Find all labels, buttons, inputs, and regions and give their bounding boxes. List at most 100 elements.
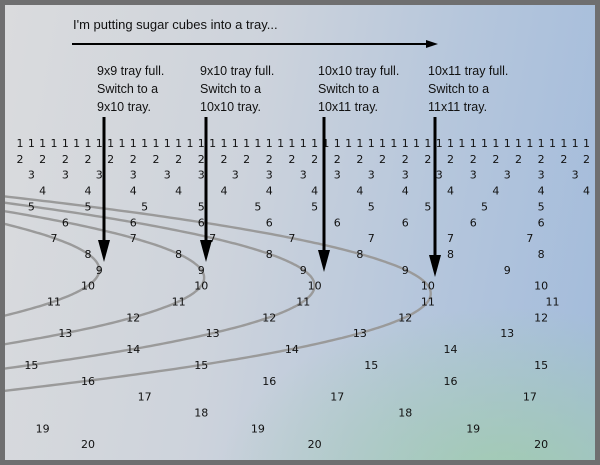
divisor-1-of-113: 1 [458, 137, 465, 150]
arrow-head [429, 255, 441, 277]
divisor-11-of-110: 11 [421, 296, 435, 309]
divisor-10-of-80: 10 [81, 280, 95, 293]
divisor-5-of-105: 5 [368, 200, 375, 213]
divisor-1-of-83: 1 [118, 137, 125, 150]
arrow-head [200, 240, 212, 262]
annotation-line: 9x10 tray full. [200, 64, 275, 78]
divisor-2-of-96: 2 [266, 153, 273, 166]
divisor-11-of-77: 11 [47, 296, 61, 309]
divisor-4-of-88: 4 [175, 185, 182, 198]
divisor-1-of-81: 1 [96, 137, 103, 150]
divisor-7-of-112: 7 [447, 232, 454, 245]
annotation-line: 9x9 tray full. [97, 64, 165, 78]
annotation-2: 9x10 tray full. Switch to a 10x10 tray. [200, 62, 274, 116]
divisor-10-of-120: 10 [534, 280, 548, 293]
divisor-11-of-88: 11 [172, 296, 186, 309]
divisor-1-of-99: 1 [300, 137, 307, 150]
divisor-5-of-80: 5 [84, 200, 91, 213]
divisor-2-of-114: 2 [470, 153, 477, 166]
divisor-6-of-90: 6 [198, 216, 205, 229]
divisor-11-of-99: 11 [296, 296, 310, 309]
intro-text: I'm putting sugar cubes into a tray... [73, 17, 278, 32]
divisor-1-of-104: 1 [356, 137, 363, 150]
divisor-3-of-81: 3 [96, 169, 103, 182]
divisor-10-of-100: 10 [308, 280, 322, 293]
divisor-5-of-100: 5 [311, 200, 318, 213]
divisor-1-of-111: 1 [436, 137, 443, 150]
divisor-2-of-76: 2 [39, 153, 46, 166]
divisor-8-of-96: 8 [266, 248, 273, 261]
divisor-1-of-91: 1 [209, 137, 216, 150]
divisor-2-of-122: 2 [560, 153, 567, 166]
divisor-1-of-106: 1 [379, 137, 386, 150]
divisor-8-of-88: 8 [175, 248, 182, 261]
divisor-2-of-98: 2 [288, 153, 295, 166]
divisor-1-of-75: 1 [28, 137, 35, 150]
divisor-3-of-96: 3 [266, 169, 273, 182]
divisor-2-of-86: 2 [152, 153, 159, 166]
divisor-12-of-96: 12 [262, 311, 276, 324]
divisor-15-of-105: 15 [364, 359, 378, 372]
divisor-4-of-80: 4 [84, 185, 91, 198]
divisor-2-of-104: 2 [356, 153, 363, 166]
divisor-1-of-78: 1 [62, 137, 69, 150]
annotation-line: 10x11 tray full. [428, 64, 509, 78]
divisor-1-of-114: 1 [470, 137, 477, 150]
divisor-1-of-121: 1 [549, 137, 556, 150]
divisor-18-of-108: 18 [398, 406, 412, 419]
divisor-1-of-97: 1 [277, 137, 284, 150]
divisor-1-of-103: 1 [345, 137, 352, 150]
divisor-17-of-119: 17 [523, 391, 537, 404]
divisor-14-of-112: 14 [444, 343, 458, 356]
divisor-12-of-84: 12 [126, 311, 140, 324]
divisor-5-of-75: 5 [28, 200, 35, 213]
divisor-5-of-115: 5 [481, 200, 488, 213]
divisor-20-of-80: 20 [81, 438, 95, 451]
divisor-2-of-74: 2 [17, 153, 24, 166]
divisor-2-of-90: 2 [198, 153, 205, 166]
divisor-1-of-120: 1 [538, 137, 545, 150]
divisor-13-of-104: 13 [353, 327, 367, 340]
divisor-5-of-95: 5 [254, 200, 261, 213]
divisor-5-of-120: 5 [538, 200, 545, 213]
divisor-1-of-100: 1 [311, 137, 318, 150]
divisor-16-of-96: 16 [262, 375, 276, 388]
divisor-1-of-90: 1 [198, 137, 205, 150]
divisor-2-of-80: 2 [84, 153, 91, 166]
divisor-1-of-95: 1 [254, 137, 261, 150]
divisor-7-of-105: 7 [368, 232, 375, 245]
divisor-8-of-80: 8 [84, 248, 91, 261]
divisor-4-of-112: 4 [447, 185, 454, 198]
divisor-3-of-87: 3 [164, 169, 171, 182]
annotation-line: Switch to a [318, 82, 380, 96]
annotation-line: 10x10 tray. [200, 100, 261, 114]
divisor-1-of-76: 1 [39, 137, 46, 150]
divisor-7-of-84: 7 [130, 232, 137, 245]
divisor-9-of-90: 9 [198, 264, 205, 277]
divisor-15-of-90: 15 [194, 359, 208, 372]
divisor-2-of-82: 2 [107, 153, 114, 166]
divisor-1-of-92: 1 [220, 137, 227, 150]
divisor-6-of-96: 6 [266, 216, 273, 229]
divisor-16-of-112: 16 [444, 375, 458, 388]
divisor-1-of-80: 1 [84, 137, 91, 150]
divisor-3-of-102: 3 [334, 169, 341, 182]
divisor-4-of-104: 4 [356, 185, 363, 198]
divisor-11-of-121: 11 [546, 296, 560, 309]
divisor-9-of-108: 9 [402, 264, 409, 277]
divisor-2-of-102: 2 [334, 153, 341, 166]
divisor-3-of-117: 3 [504, 169, 511, 182]
divisor-1-of-93: 1 [232, 137, 239, 150]
intro-arrow-head [426, 40, 438, 48]
divisor-1-of-74: 1 [17, 137, 24, 150]
divisor-1-of-88: 1 [175, 137, 182, 150]
divisor-3-of-93: 3 [232, 169, 239, 182]
divisor-1-of-101: 1 [322, 137, 329, 150]
annotation-line: Switch to a [200, 82, 262, 96]
divisor-5-of-85: 5 [141, 200, 148, 213]
divisor-8-of-112: 8 [447, 248, 454, 261]
divisor-4-of-92: 4 [220, 185, 227, 198]
divisor-1-of-84: 1 [130, 137, 137, 150]
divisor-14-of-98: 14 [285, 343, 299, 356]
